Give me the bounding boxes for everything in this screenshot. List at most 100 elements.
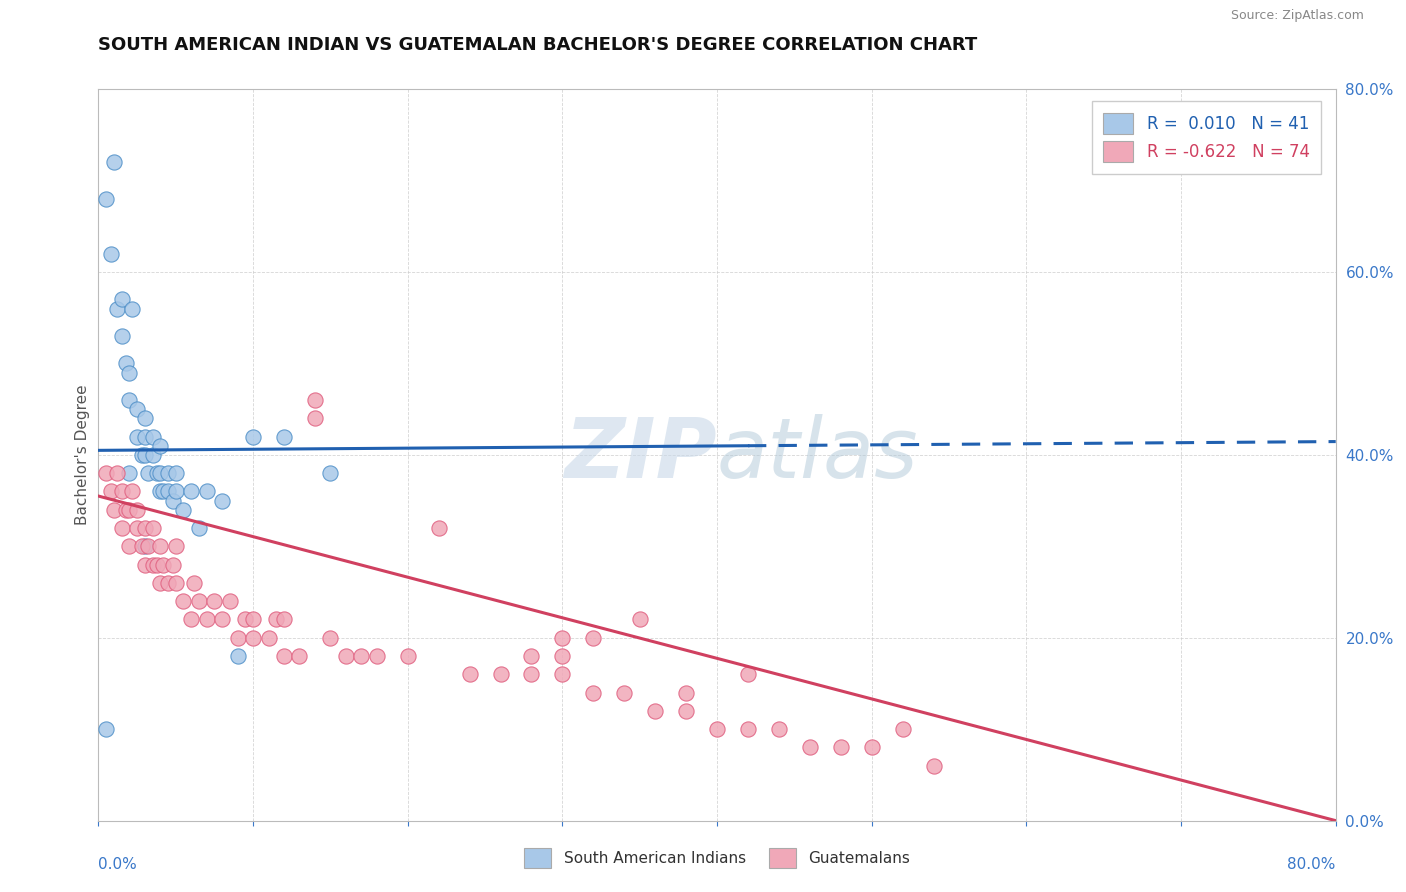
Point bbox=[100, 484, 122, 499]
Point bbox=[737, 667, 759, 681]
Point bbox=[134, 539, 156, 553]
Point bbox=[458, 667, 481, 681]
Point bbox=[675, 685, 697, 699]
Point bbox=[157, 466, 180, 480]
Point bbox=[96, 192, 118, 206]
Point bbox=[103, 155, 125, 169]
Point bbox=[111, 329, 132, 343]
Point bbox=[141, 448, 165, 462]
Point bbox=[121, 301, 143, 316]
Point bbox=[149, 439, 172, 453]
Point bbox=[319, 466, 342, 480]
Point bbox=[118, 392, 141, 407]
Point bbox=[551, 649, 574, 664]
Point bbox=[233, 613, 257, 627]
Point bbox=[134, 521, 156, 535]
Point bbox=[136, 539, 159, 553]
Point bbox=[172, 594, 194, 608]
Point bbox=[644, 704, 666, 718]
Point bbox=[264, 613, 288, 627]
Point bbox=[860, 740, 883, 755]
Point bbox=[111, 484, 132, 499]
Point bbox=[273, 613, 295, 627]
Point bbox=[118, 466, 141, 480]
Point bbox=[162, 558, 184, 572]
Point bbox=[180, 484, 202, 499]
Point bbox=[366, 649, 388, 664]
Point bbox=[922, 758, 945, 772]
Text: 0.0%: 0.0% bbox=[98, 857, 138, 872]
Point bbox=[180, 613, 202, 627]
Point bbox=[105, 466, 128, 480]
Point bbox=[830, 740, 852, 755]
Point bbox=[304, 411, 326, 425]
Point bbox=[489, 667, 512, 681]
Point bbox=[551, 631, 574, 645]
Point bbox=[105, 301, 128, 316]
Point bbox=[149, 576, 172, 591]
Point bbox=[134, 448, 156, 462]
Point bbox=[127, 521, 149, 535]
Point bbox=[195, 484, 218, 499]
Text: Source: ZipAtlas.com: Source: ZipAtlas.com bbox=[1230, 9, 1364, 22]
Point bbox=[118, 366, 141, 380]
Point bbox=[115, 502, 138, 516]
Point bbox=[152, 484, 174, 499]
Point bbox=[211, 493, 233, 508]
Point bbox=[146, 558, 169, 572]
Point bbox=[141, 430, 165, 444]
Point bbox=[165, 576, 187, 591]
Point bbox=[226, 631, 249, 645]
Point bbox=[157, 484, 180, 499]
Point bbox=[242, 430, 264, 444]
Point bbox=[768, 723, 790, 737]
Point bbox=[188, 521, 211, 535]
Point bbox=[103, 502, 125, 516]
Text: SOUTH AMERICAN INDIAN VS GUATEMALAN BACHELOR'S DEGREE CORRELATION CHART: SOUTH AMERICAN INDIAN VS GUATEMALAN BACH… bbox=[98, 36, 977, 54]
Point bbox=[226, 649, 249, 664]
Point bbox=[165, 466, 187, 480]
Point bbox=[204, 594, 226, 608]
Point bbox=[288, 649, 311, 664]
Legend: South American Indians, Guatemalans: South American Indians, Guatemalans bbox=[516, 840, 918, 875]
Point bbox=[319, 631, 342, 645]
Point bbox=[96, 723, 118, 737]
Point bbox=[582, 631, 605, 645]
Point bbox=[146, 466, 169, 480]
Text: atlas: atlas bbox=[717, 415, 918, 495]
Point bbox=[613, 685, 636, 699]
Point bbox=[304, 392, 326, 407]
Point bbox=[427, 521, 450, 535]
Point bbox=[628, 613, 651, 627]
Point bbox=[149, 484, 172, 499]
Point bbox=[582, 685, 605, 699]
Point bbox=[551, 667, 574, 681]
Point bbox=[149, 539, 172, 553]
Point bbox=[127, 430, 149, 444]
Point bbox=[134, 558, 156, 572]
Point bbox=[111, 293, 132, 307]
Point bbox=[134, 411, 156, 425]
Point bbox=[183, 576, 205, 591]
Point bbox=[520, 667, 543, 681]
Text: 80.0%: 80.0% bbox=[1288, 857, 1336, 872]
Point bbox=[149, 466, 172, 480]
Point bbox=[799, 740, 821, 755]
Point bbox=[242, 631, 264, 645]
Point bbox=[141, 521, 165, 535]
Point bbox=[273, 649, 295, 664]
Point bbox=[520, 649, 543, 664]
Point bbox=[172, 502, 194, 516]
Point bbox=[675, 704, 697, 718]
Point bbox=[157, 576, 180, 591]
Point bbox=[335, 649, 357, 664]
Point bbox=[111, 521, 132, 535]
Point bbox=[188, 594, 211, 608]
Point bbox=[152, 558, 174, 572]
Point bbox=[118, 539, 141, 553]
Point bbox=[131, 539, 153, 553]
Point bbox=[96, 466, 118, 480]
Point bbox=[100, 246, 122, 260]
Point bbox=[134, 430, 156, 444]
Point bbox=[257, 631, 280, 645]
